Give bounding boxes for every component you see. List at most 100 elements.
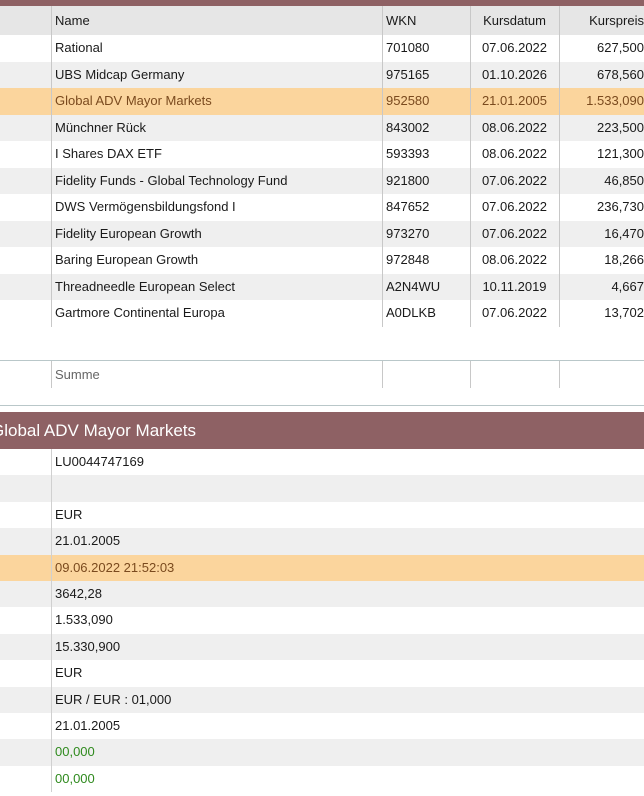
cell-kursdatum: 07.06.2022	[481, 305, 548, 320]
detail-row[interactable]: EUR	[0, 660, 644, 687]
column-divider	[51, 660, 52, 687]
table-row[interactable]: Rational 701080 07.06.2022 627,500	[0, 35, 644, 62]
detail-row-selected[interactable]: 09.06.2022 21:52:03	[0, 554, 644, 582]
column-header-wkn[interactable]: WKN	[386, 13, 417, 28]
cell-wkn: 975165	[386, 66, 430, 82]
cell-name: Gartmore Continental Europa	[55, 305, 225, 320]
table-row[interactable]: Fidelity Funds - Global Technology Fund 9…	[0, 167, 644, 194]
detail-value: EUR	[55, 506, 83, 522]
cell-wkn: A0DLKB	[386, 305, 436, 320]
detail-panel-header: Global ADV Mayor Markets	[0, 412, 644, 449]
cell-name: Threadneedle European Select	[55, 278, 235, 294]
cell-kursdatum: 21.01.2005	[481, 93, 548, 108]
column-divider	[51, 554, 52, 582]
column-divider	[559, 361, 560, 388]
column-divider	[382, 361, 383, 388]
cell-kursdatum: 07.06.2022	[481, 199, 548, 214]
table-row[interactable]: Gartmore Continental Europa A0DLKB 07.06.2…	[0, 300, 644, 327]
detail-row[interactable]: EUR	[0, 501, 644, 529]
column-divider	[382, 6, 383, 327]
column-divider	[51, 633, 52, 661]
detail-row[interactable]: 21.01.2005	[0, 713, 644, 740]
cell-kursdatum: 07.06.2022	[481, 40, 548, 55]
column-divider	[470, 6, 471, 327]
cell-wkn: A2N4WU	[386, 278, 441, 294]
column-divider	[51, 765, 52, 793]
cell-name: Baring European Growth	[55, 252, 199, 267]
column-divider	[51, 361, 52, 388]
cell-wkn: 972848	[386, 252, 430, 267]
detail-value: 00,000	[55, 770, 95, 786]
table-row[interactable]: Münchner Rück 843002 08.06.2022 223,500	[0, 114, 644, 141]
cell-kursdatum: 08.06.2022	[481, 146, 548, 161]
detail-value: 15.330,900	[55, 638, 121, 654]
cell-kurspreis: 1.533,090	[586, 93, 644, 108]
cell-wkn: 847652	[386, 199, 430, 214]
cell-wkn: 593393	[386, 146, 430, 161]
cell-wkn: 921800	[386, 172, 430, 188]
column-divider	[559, 6, 560, 327]
cell-kurspreis: 236,730	[597, 199, 644, 214]
cell-kurspreis: 223,500	[597, 119, 644, 135]
detail-value: 21.01.2005	[55, 718, 121, 733]
divider	[0, 405, 644, 406]
column-divider	[51, 6, 52, 327]
cell-kurspreis: 4,667	[611, 278, 644, 294]
column-divider	[51, 739, 52, 766]
detail-row[interactable]: 1.533,090	[0, 607, 644, 634]
cell-kurspreis: 627,500	[597, 40, 644, 55]
detail-value: 09.06.2022 21:52:03	[55, 559, 175, 575]
table-row-selected[interactable]: Global ADV Mayor Markets 952580 21.01.2005…	[0, 88, 644, 115]
column-header-kursdatum[interactable]: Kursdatum	[483, 13, 546, 28]
cell-kurspreis: 121,300	[597, 146, 644, 161]
detail-value: 1.533,090	[55, 612, 113, 628]
cell-kursdatum: 10.11.2019	[482, 278, 547, 294]
cell-name: Fidelity Funds - Global Technology Fund	[55, 172, 288, 188]
detail-value: LU0044747169	[55, 454, 144, 469]
column-divider	[51, 581, 52, 608]
sum-row: Summe	[0, 360, 644, 388]
detail-row[interactable]: 00,000	[0, 765, 644, 793]
column-divider	[51, 449, 52, 476]
detail-row[interactable]: EUR / EUR : 01,000	[0, 686, 644, 714]
detail-row[interactable]	[0, 475, 644, 502]
column-header-kurspreis[interactable]: Kurspreis	[589, 13, 644, 28]
cell-name: Rational	[55, 40, 103, 55]
detail-row[interactable]: 15.330,900	[0, 633, 644, 661]
detail-row[interactable]: 21.01.2005	[0, 528, 644, 555]
cell-wkn: 701080	[386, 40, 430, 55]
detail-row[interactable]: LU0044747169	[0, 449, 644, 476]
cell-kursdatum: 08.06.2022	[481, 119, 548, 135]
cell-kurspreis: 18,266	[604, 252, 644, 267]
column-header-name[interactable]: Name	[55, 13, 90, 28]
table-row[interactable]: Baring European Growth 972848 08.06.2022 18…	[0, 247, 644, 274]
cell-name: DWS Vermögensbildungsfond I	[55, 199, 236, 214]
detail-value: EUR / EUR : 01,000	[55, 691, 172, 707]
detail-row[interactable]: 00,000	[0, 739, 644, 766]
cell-wkn: 973270	[386, 225, 430, 241]
top-accent-bar	[0, 0, 644, 6]
cell-kurspreis: 678,560	[597, 66, 644, 82]
cell-wkn: 843002	[386, 119, 430, 135]
cell-name: Fidelity European Growth	[55, 225, 202, 241]
cell-name: Münchner Rück	[55, 119, 147, 135]
detail-value: 3642,28	[55, 586, 102, 601]
table-row[interactable]: Threadneedle European Select A2N4WU 10.11.…	[0, 273, 644, 300]
detail-value: EUR	[55, 665, 83, 681]
cell-name: UBS Midcap Germany	[55, 66, 185, 82]
sum-label: Summe	[55, 367, 100, 382]
column-divider	[51, 607, 52, 634]
table-row[interactable]: I Shares DAX ETF 593393 08.06.2022 121,300	[0, 141, 644, 168]
cell-kurspreis: 16,470	[604, 225, 644, 241]
column-divider	[470, 361, 471, 388]
table-row[interactable]: DWS Vermögensbildungsfond I 847652 07.06.2…	[0, 194, 644, 221]
detail-value: 21.01.2005	[55, 533, 121, 549]
table-header-row: Name WKN Kursdatum Kurspreis	[0, 6, 644, 36]
table-row[interactable]: Fidelity European Growth 973270 07.06.2022…	[0, 220, 644, 247]
detail-value: 00,000	[55, 744, 95, 760]
detail-row[interactable]: 3642,28	[0, 581, 644, 608]
cell-kursdatum: 07.06.2022	[481, 225, 548, 241]
column-divider	[51, 528, 52, 555]
securities-table: Name WKN Kursdatum Kurspreis Rational 701…	[0, 6, 644, 328]
table-row[interactable]: UBS Midcap Germany 975165 01.10.2026 678,56…	[0, 61, 644, 88]
